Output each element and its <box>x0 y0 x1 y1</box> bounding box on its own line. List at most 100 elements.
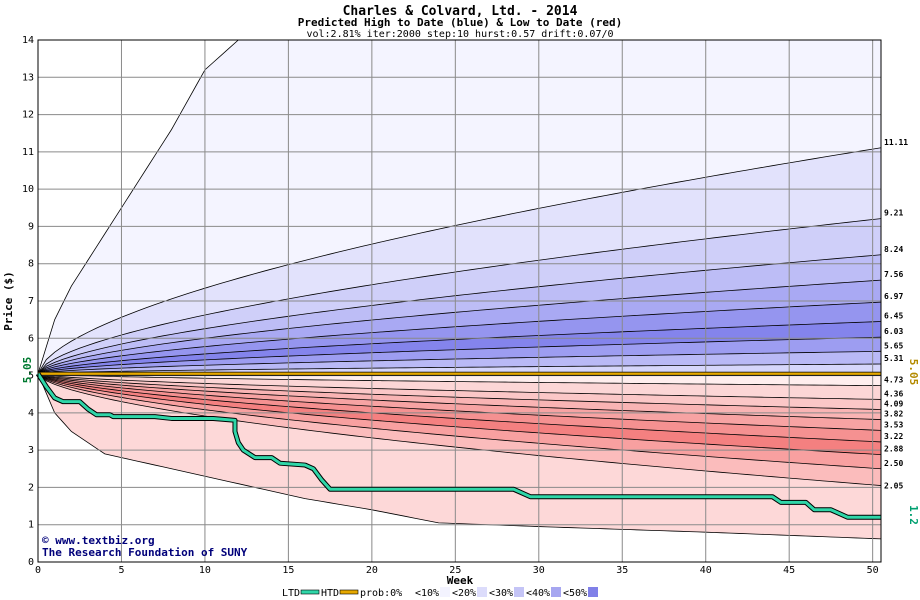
watermark-url: © www.textbiz.org <box>42 534 155 547</box>
high-boundary-5 <box>37 301 882 375</box>
legend-label-5: <30% <box>489 588 513 599</box>
y-tick-label-4: 4 <box>28 408 34 419</box>
legend-swatch-5 <box>514 587 524 597</box>
band-end-label-5: 6.45 <box>884 312 903 321</box>
band-end-label-4: 6.97 <box>884 292 903 301</box>
high-boundary-1 <box>37 147 882 374</box>
high-boundary-6 <box>37 321 882 375</box>
low-boundary-5 <box>37 373 882 443</box>
watermark-org: The Research Foundation of SUNY <box>42 546 248 559</box>
legend-label-1: HTD <box>321 588 339 599</box>
plot-frame <box>37 39 882 563</box>
low-boundary-1 <box>37 373 882 400</box>
legend-label-7: <50% <box>563 588 587 599</box>
low-boundary-3 <box>37 373 882 420</box>
band-end-label-13: 3.53 <box>884 420 903 429</box>
low-band-4 <box>38 373 881 431</box>
high-band-3 <box>38 254 881 374</box>
low-band-0 <box>38 373 881 386</box>
y-tick-label-5: 5 <box>28 371 34 382</box>
high-band-0 <box>38 40 881 374</box>
high-band-8 <box>38 351 881 374</box>
legend-swatch-4 <box>477 587 487 597</box>
low-band-1 <box>38 373 881 400</box>
band-end-label-7: 5.65 <box>884 341 903 350</box>
high-band-7 <box>38 337 881 374</box>
legend-swatch-2 <box>403 587 413 597</box>
y-tick-label-6: 6 <box>28 333 34 344</box>
low-boundary-7 <box>37 373 882 470</box>
low-band-8 <box>38 373 881 486</box>
low-band-2 <box>38 373 881 410</box>
x-tick-label-8: 40 <box>700 565 712 576</box>
low-band-7 <box>38 373 881 469</box>
legend-label-2: prob:0% <box>360 588 402 599</box>
chart-subtitle: Predicted High to Date (blue) & Low to D… <box>298 16 623 29</box>
htd-price-label: 5.05 <box>907 359 920 386</box>
low-boundary-6 <box>37 373 882 456</box>
low-boundary-4 <box>37 373 882 431</box>
y-tick-label-3: 3 <box>28 445 34 456</box>
low-band-6 <box>38 373 881 455</box>
high-band-1 <box>38 147 881 374</box>
legend-swatch-6 <box>551 587 561 597</box>
start-price-label: 5.05 <box>21 357 34 384</box>
y-tick-label-14: 14 <box>22 35 34 46</box>
band-end-label-1: 9.21 <box>884 209 903 218</box>
legend-swatch-3 <box>440 587 450 597</box>
y-tick-label-2: 2 <box>28 482 34 493</box>
band-end-label-9: 4.73 <box>884 376 903 385</box>
x-tick-label-5: 25 <box>449 565 461 576</box>
high-boundary-4 <box>37 279 882 375</box>
x-tick-label-6: 30 <box>533 565 545 576</box>
band-end-label-17: 2.05 <box>884 482 903 491</box>
legend: LTD HTD prob:0% <10% <20% <30% <40% <50% <box>282 587 598 599</box>
high-band-9 <box>38 364 881 374</box>
band-end-label-10: 4.36 <box>884 389 903 398</box>
watermark-url-text: www.textbiz.org <box>55 534 154 547</box>
x-tick-label-2: 10 <box>199 565 211 576</box>
chart-title: Charles & Colvard, Ltd. - 2014 <box>343 4 578 19</box>
y-tick-label-1: 1 <box>28 520 34 531</box>
low-boundary-2 <box>37 373 882 410</box>
y-tick-label-12: 12 <box>22 110 34 121</box>
x-tick-label-0: 0 <box>35 565 41 576</box>
band-end-label-8: 5.31 <box>884 354 903 363</box>
band-end-label-12: 3.82 <box>884 410 903 419</box>
high-boundary-9 <box>37 363 882 375</box>
y-tick-label-11: 11 <box>22 147 34 158</box>
y-tick-label-10: 10 <box>22 184 34 195</box>
chart-params: vol:2.81% iter:2000 step:10 hurst:0.57 d… <box>306 29 613 40</box>
ltd-line <box>36 372 881 519</box>
probability-bands <box>38 40 881 539</box>
legend-swatch-7 <box>588 587 598 597</box>
y-tick-label-7: 7 <box>28 296 34 307</box>
y-tick-label-13: 13 <box>22 72 34 83</box>
x-tick-label-4: 20 <box>366 565 378 576</box>
legend-swatch-0 <box>300 589 320 595</box>
x-tick-labels: 0 5 10 15 20 25 30 35 40 45 50 <box>35 565 879 576</box>
band-end-label-0: 11.11 <box>884 138 908 147</box>
high-boundary-3 <box>37 254 882 375</box>
band-end-label-16: 2.50 <box>884 459 903 468</box>
x-axis-label: Week <box>447 574 474 587</box>
high-boundary-7 <box>37 336 882 375</box>
y-tick-label-9: 9 <box>28 221 34 232</box>
high-band-6 <box>38 321 881 374</box>
band-end-labels: 11.11 9.21 8.24 7.56 6.97 6.45 6.03 5.65 5.31 4.7… <box>884 138 908 491</box>
high-boundary-8 <box>37 350 882 375</box>
band-end-label-11: 4.09 <box>884 400 903 409</box>
x-tick-label-7: 35 <box>616 565 628 576</box>
low-boundary-9 <box>37 373 882 540</box>
high-band-4 <box>38 280 881 374</box>
series-lines <box>35 371 881 520</box>
x-tick-label-10: 50 <box>867 565 879 576</box>
x-tick-label-1: 5 <box>118 565 124 576</box>
low-boundary-0 <box>37 373 882 387</box>
low-boundary-8 <box>37 373 882 486</box>
legend-label-3: <10% <box>415 588 439 599</box>
y-axis-label: Price ($) <box>2 271 15 331</box>
band-end-label-3: 7.56 <box>884 270 903 279</box>
